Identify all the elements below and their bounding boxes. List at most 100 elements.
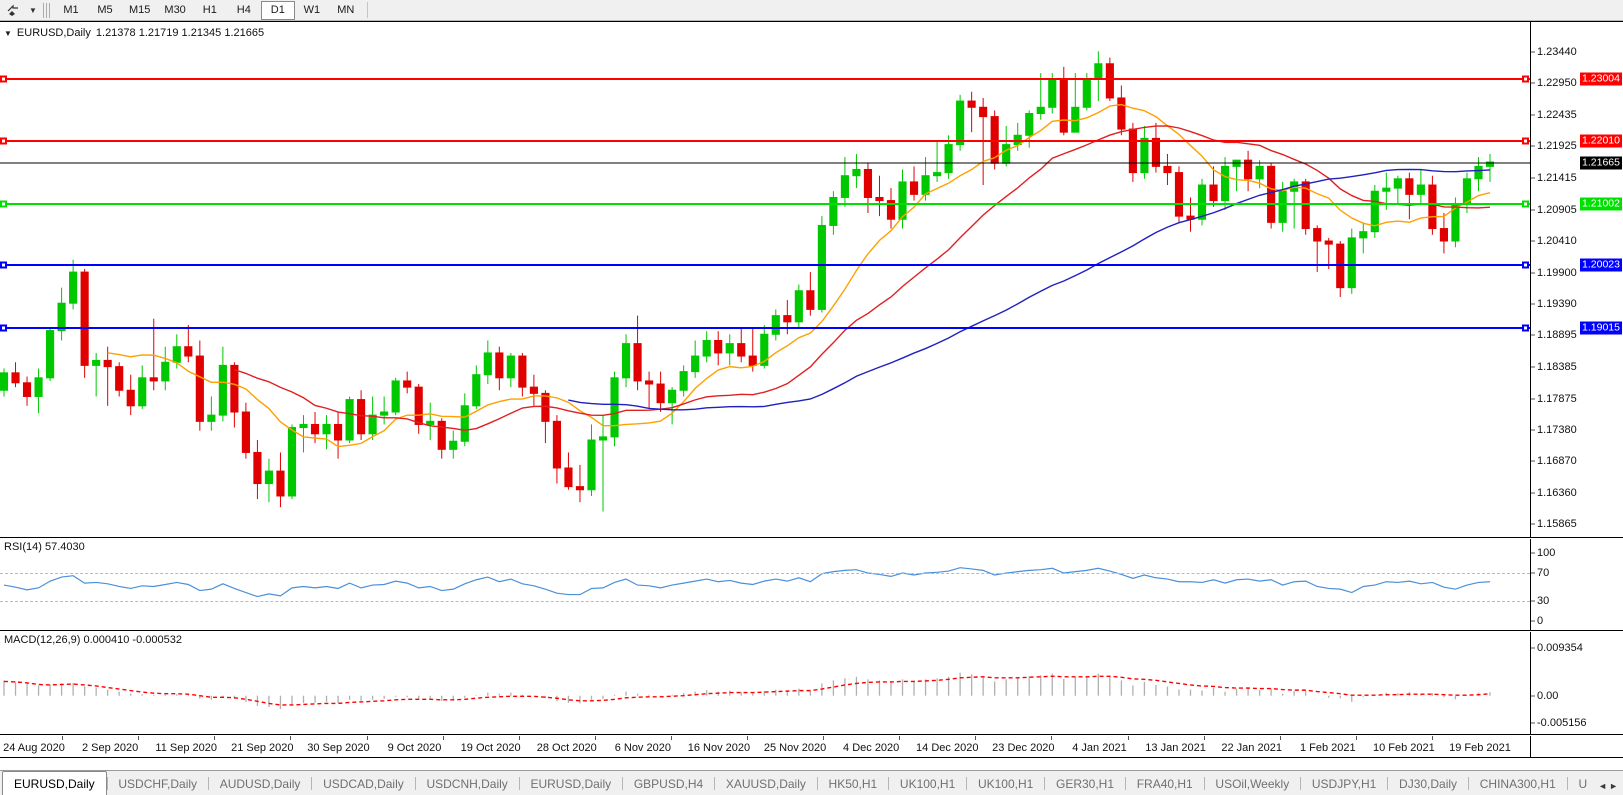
timeframe-m1[interactable]: M1 xyxy=(63,4,79,16)
tab-divider xyxy=(888,777,889,790)
chevron-right-icon[interactable]: ► xyxy=(1609,781,1618,791)
chart-tab-usdchf-daily[interactable]: USDCHF,Daily xyxy=(118,777,198,791)
price-tick-label: 1.22950 xyxy=(1537,76,1577,89)
price-tag-support-2[interactable]: 1.19015 xyxy=(1580,321,1622,335)
crosshair-cursor-icon[interactable] xyxy=(0,0,26,20)
timeframe-m5[interactable]: M5 xyxy=(97,4,113,16)
level-line-current-price[interactable] xyxy=(0,162,1530,164)
chart-tab-fra40-h1[interactable]: FRA40,H1 xyxy=(1136,777,1193,791)
price-tick xyxy=(1531,51,1535,53)
level-line-support-2[interactable] xyxy=(0,326,1530,329)
price-tag-current-price[interactable]: 1.21665 xyxy=(1580,156,1622,170)
level-line-support-1[interactable] xyxy=(0,263,1530,266)
tab-divider xyxy=(714,777,715,790)
level-line-resistance-2[interactable] xyxy=(0,140,1530,143)
chart-tab-hk50-h1[interactable]: HK50,H1 xyxy=(828,777,878,791)
date-tick xyxy=(670,736,672,740)
price-tick xyxy=(1531,82,1535,84)
macd-tick xyxy=(1531,722,1535,724)
level-handle-right[interactable] xyxy=(1522,324,1529,332)
date-tick xyxy=(1432,736,1433,740)
chart-tab-audusd-daily[interactable]: AUDUSD,Daily xyxy=(219,777,301,791)
price-tag-support-1[interactable]: 1.20023 xyxy=(1580,258,1622,272)
price-axis[interactable]: 1.23440 1.22950 1.22435 1.21925 1.21415 1.209… xyxy=(1530,22,1623,537)
price-tick xyxy=(1531,209,1535,211)
timeframe-m15[interactable]: M15 xyxy=(129,4,151,16)
rsi-pane[interactable]: RSI(14) 57.4030 100 70 30 0 xyxy=(0,539,1623,631)
level-handle-left[interactable] xyxy=(0,324,7,332)
tab-scroll-controls[interactable]: ◄ ► xyxy=(1598,781,1623,795)
chart-tab-u[interactable]: U xyxy=(1578,777,1588,791)
chevron-down-icon[interactable]: ▼ xyxy=(29,5,37,15)
timeframe-h4[interactable]: H4 xyxy=(236,4,251,16)
level-handle-right[interactable] xyxy=(1522,75,1529,83)
toolbar-grip[interactable] xyxy=(43,2,51,18)
price-tick-label: 1.16360 xyxy=(1537,487,1577,500)
timeframe-d1[interactable]: D1 xyxy=(260,0,295,20)
level-line-pivot[interactable] xyxy=(0,202,1530,205)
date-tick-label: 22 Jan 2021 xyxy=(1221,742,1282,754)
chart-tab-usoil-weekly[interactable]: USOil,Weekly xyxy=(1215,777,1290,791)
rsi-tick xyxy=(1531,552,1535,554)
date-tick-label: 25 Nov 2020 xyxy=(763,742,827,754)
price-pane[interactable]: ▼ EURUSD,Daily 1.21378 1.21719 1.21345 1… xyxy=(0,22,1623,538)
timeframe-h1[interactable]: H1 xyxy=(202,4,217,16)
date-tick xyxy=(1127,736,1129,740)
date-tick xyxy=(1051,736,1053,740)
chevron-left-icon[interactable]: ◄ xyxy=(1598,781,1608,791)
price-tick xyxy=(1531,460,1535,462)
price-tag-pivot[interactable]: 1.21002 xyxy=(1580,197,1622,211)
date-tick xyxy=(1355,736,1357,740)
level-handle-left[interactable] xyxy=(0,261,7,269)
date-tick xyxy=(214,736,216,740)
chart-tab-china300-h1[interactable]: CHINA300,H1 xyxy=(1479,777,1556,791)
chart-tab-usdjpy-h1[interactable]: USDJPY,H1 xyxy=(1311,777,1377,791)
chart-canvas[interactable]: ▼ EURUSD,Daily 1.21378 1.21719 1.21345 1… xyxy=(0,21,1623,770)
date-tick xyxy=(442,736,444,740)
price-plot-region[interactable] xyxy=(0,22,1530,537)
level-handle-left[interactable] xyxy=(0,137,7,145)
tab-divider xyxy=(311,777,313,790)
price-tick-label: 1.18895 xyxy=(1537,329,1577,342)
date-tick xyxy=(290,736,292,740)
chart-tab-xauusd-daily[interactable]: XAUUSD,Daily xyxy=(725,777,806,791)
chart-tab-usdcnh-daily[interactable]: USDCNH,Daily xyxy=(426,777,508,791)
level-handle-right[interactable] xyxy=(1522,200,1529,208)
level-line-resistance-1[interactable] xyxy=(0,78,1530,81)
price-tag-resistance-2[interactable]: 1.22010 xyxy=(1580,134,1622,148)
date-axis[interactable]: 24 Aug 2020 2 Sep 2020 11 Sep 2020 21 Sep 2… xyxy=(0,736,1623,758)
chart-tab-usdcad-daily[interactable]: USDCAD,Daily xyxy=(323,777,404,791)
rsi-plot-region[interactable] xyxy=(0,539,1530,630)
rsi-title: RSI(14) 57.4030 xyxy=(4,541,85,553)
chart-tab-eurusd-daily[interactable]: EURUSD,Daily xyxy=(2,771,107,795)
level-handle-right[interactable] xyxy=(1522,137,1529,145)
chart-tab-eurusd-daily[interactable]: EURUSD,Daily xyxy=(530,777,612,791)
chart-tab-uk100-h1[interactable]: UK100,H1 xyxy=(899,777,956,791)
toolbar-divider xyxy=(366,2,368,18)
level-handle-right[interactable] xyxy=(1522,261,1529,269)
triangle-down-icon[interactable]: ▼ xyxy=(4,28,12,38)
date-axis-labels: 24 Aug 2020 2 Sep 2020 11 Sep 2020 21 Sep 2… xyxy=(0,736,1530,757)
price-tag-resistance-1[interactable]: 1.23004 xyxy=(1580,72,1622,86)
timeframe-w1[interactable]: W1 xyxy=(303,4,321,16)
macd-plot-region[interactable] xyxy=(0,632,1530,734)
date-tick-label: 16 Nov 2020 xyxy=(687,742,751,754)
tab-divider xyxy=(1125,777,1126,790)
tab-divider xyxy=(1468,777,1469,790)
timeframe-mn[interactable]: MN xyxy=(337,4,355,16)
chart-tab-uk100-h1[interactable]: UK100,H1 xyxy=(977,777,1034,791)
chart-tab-dj30-daily[interactable]: DJ30,Daily xyxy=(1399,777,1458,791)
chart-tab-bar[interactable]: EURUSD,Daily USDCHF,Daily AUDUSD,Daily USDC… xyxy=(0,770,1623,795)
chart-tab-gbpusd-h4[interactable]: GBPUSD,H4 xyxy=(633,777,704,791)
level-handle-left[interactable] xyxy=(0,200,7,208)
price-tick xyxy=(1531,492,1535,494)
chart-tab-ger30-h1[interactable]: GER30,H1 xyxy=(1056,777,1115,791)
price-tick xyxy=(1531,334,1535,336)
level-handle-left[interactable] xyxy=(0,75,7,83)
date-tick-label: 6 Nov 2020 xyxy=(614,742,671,754)
timeframe-m30[interactable]: M30 xyxy=(164,4,186,16)
tab-divider xyxy=(1387,777,1389,790)
macd-pane[interactable]: MACD(12,26,9) 0.000410 -0.000532 0.00935… xyxy=(0,632,1623,735)
price-tick-label: 1.19900 xyxy=(1537,266,1577,279)
date-tick xyxy=(975,736,977,740)
